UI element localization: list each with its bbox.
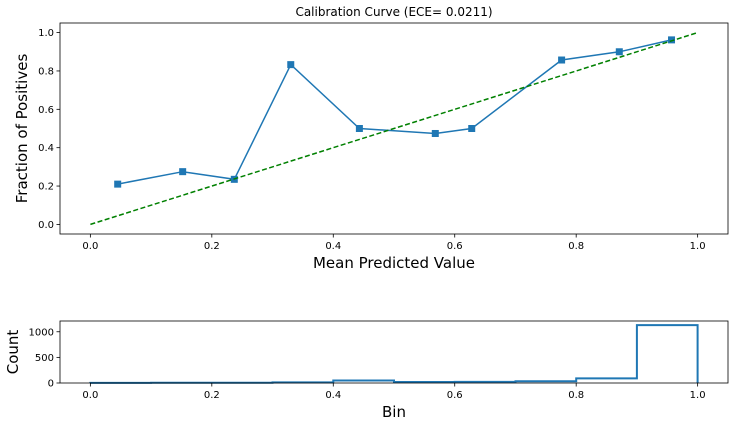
calibration-point bbox=[431, 129, 439, 137]
calibration-point bbox=[287, 61, 295, 69]
calibration-chart: Calibration Curve (ECE= 0.0211) 0.0 0.2 0.… bbox=[13, 5, 729, 272]
x-tick-label: 0.8 bbox=[568, 241, 584, 252]
histogram-y-tick-label: 1000 bbox=[29, 327, 54, 338]
calibration-line bbox=[117, 39, 672, 185]
histogram-x-tick-label: 0.0 bbox=[82, 390, 98, 401]
histogram-y-tick-label: 0 bbox=[48, 379, 54, 390]
x-tick-label: 0.6 bbox=[447, 241, 463, 252]
y-tick-label: 0.4 bbox=[38, 143, 54, 154]
x-axis-label: Mean Predicted Value bbox=[313, 254, 475, 272]
y-tick-label: 0.8 bbox=[38, 66, 54, 77]
histogram-x-tick-label: 0.8 bbox=[568, 390, 584, 401]
calibration-axes-frame bbox=[59, 22, 729, 235]
calibration-point bbox=[558, 56, 566, 64]
histogram-x-ticks: 0.0 0.2 0.4 0.6 0.8 1.0 bbox=[82, 383, 706, 401]
calibration-point bbox=[355, 125, 363, 132]
histogram-x-tick-label: 0.2 bbox=[204, 390, 220, 401]
calibration-point bbox=[468, 125, 476, 132]
calibration-y-ticks: 0.0 0.2 0.4 0.6 0.8 1.0 bbox=[38, 28, 60, 231]
calibration-plot-area bbox=[90, 31, 698, 226]
histogram-y-tick-label: 500 bbox=[35, 353, 54, 364]
calibration-point bbox=[668, 36, 676, 44]
calibration-point bbox=[114, 180, 122, 188]
histogram-x-tick-label: 0.6 bbox=[447, 390, 463, 401]
calibration-x-ticks: 0.0 0.2 0.4 0.6 0.8 1.0 bbox=[82, 234, 706, 252]
histogram-x-tick-label: 0.4 bbox=[325, 390, 341, 401]
calibration-point bbox=[179, 168, 187, 176]
histogram-y-axis-label: Count bbox=[4, 330, 22, 375]
diagonal-reference-line bbox=[90, 31, 698, 226]
y-tick-label: 0.0 bbox=[38, 220, 54, 231]
x-tick-label: 0.2 bbox=[204, 241, 220, 252]
x-tick-label: 0.0 bbox=[82, 241, 98, 252]
histogram-chart: 0.0 0.2 0.4 0.6 0.8 1.0 0 500 1000 Bin Count bbox=[4, 320, 729, 421]
y-axis-label: Fraction of Positives bbox=[13, 54, 31, 204]
x-tick-label: 1.0 bbox=[690, 241, 706, 252]
histogram-y-ticks: 0 500 1000 bbox=[29, 327, 60, 390]
calibration-point bbox=[615, 48, 623, 56]
chart-title: Calibration Curve (ECE= 0.0211) bbox=[295, 5, 492, 19]
histogram-x-axis-label: Bin bbox=[382, 403, 406, 421]
x-tick-label: 0.4 bbox=[325, 241, 341, 252]
histogram-axes-frame bbox=[59, 320, 729, 384]
y-tick-label: 1.0 bbox=[38, 28, 54, 39]
y-tick-label: 0.2 bbox=[38, 182, 54, 193]
y-tick-label: 0.6 bbox=[38, 105, 54, 116]
histogram-x-tick-label: 1.0 bbox=[690, 390, 706, 401]
